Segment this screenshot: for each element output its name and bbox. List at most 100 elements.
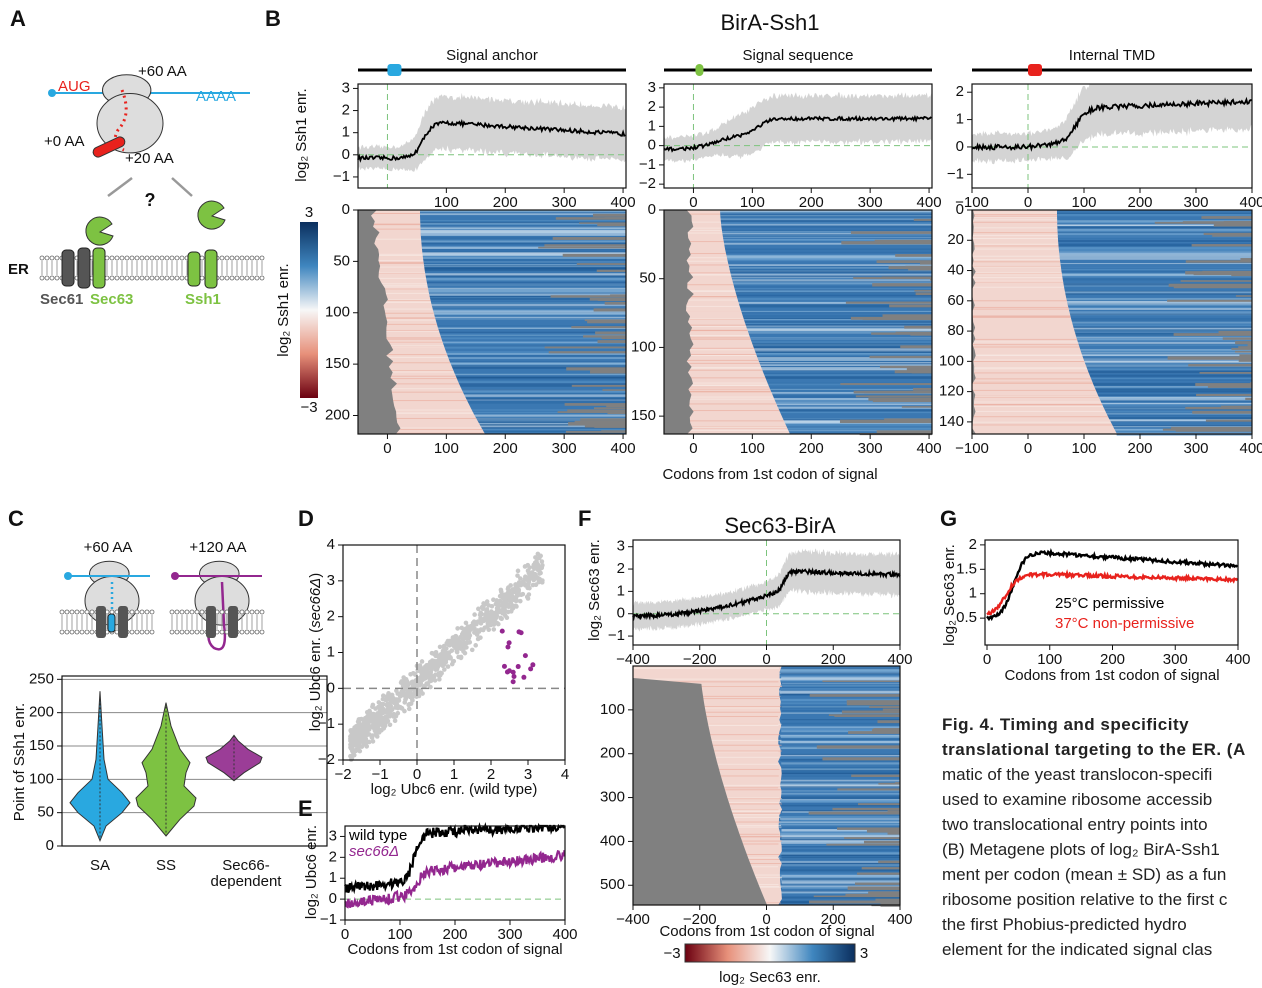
heatmap-texture: [780, 687, 900, 690]
heatmap-texture: [664, 241, 724, 243]
heatmap-texture: [1084, 360, 1252, 363]
heatmap-texture: [1059, 257, 1252, 260]
scatter-point: [497, 593, 503, 599]
heatmap-texture: [358, 277, 426, 279]
heatmap-texture: [447, 355, 626, 358]
scatter-point-highlight: [499, 628, 505, 634]
sd-band: [664, 92, 932, 163]
heatmap-texture: [1102, 404, 1252, 407]
heatmap-texture: [1068, 308, 1252, 310]
heatmap-texture: [1076, 338, 1252, 341]
heatmap-texture: [972, 359, 1084, 361]
heatmap-missing: [839, 419, 932, 424]
heatmap-texture: [1107, 415, 1252, 417]
heatmap-texture: [472, 411, 626, 414]
heatmap-texture: [972, 213, 1058, 215]
heatmap-missing: [881, 276, 932, 279]
heatmap-missing: [874, 239, 932, 242]
heatmap-texture: [429, 297, 626, 299]
heatmap-texture: [736, 294, 932, 296]
scatter-point: [363, 734, 368, 740]
heatmap-texture: [781, 706, 900, 708]
heatmap-texture: [1088, 372, 1252, 376]
scatter-point: [409, 696, 415, 702]
heatmap-texture: [972, 280, 1063, 282]
heatmap-texture: [777, 406, 932, 409]
scatter-point: [485, 612, 491, 618]
heatmap-texture: [728, 264, 932, 267]
signal-marker: [695, 64, 704, 76]
scatter-point: [498, 616, 504, 621]
lipid: [59, 629, 65, 635]
heatmap-texture: [1071, 321, 1252, 324]
label: 0: [1024, 440, 1032, 457]
label: 1: [648, 117, 656, 134]
heatmap-missing: [882, 708, 900, 711]
label: 200: [821, 651, 846, 668]
heatmap-missing: [604, 301, 626, 305]
scatter-point: [408, 686, 413, 692]
heatmap-missing: [584, 319, 626, 322]
heatmap-texture: [781, 719, 900, 721]
heatmap-texture: [778, 684, 900, 687]
heatmap-texture: [972, 216, 1058, 218]
heatmap-missing: [877, 720, 900, 724]
lipid: [169, 609, 175, 615]
heatmap-missing: [633, 678, 767, 905]
label: 100: [387, 926, 412, 943]
scatter-point: [539, 580, 545, 585]
heatmap-texture: [474, 414, 626, 417]
label: Codons from 1st codon of signal: [347, 941, 562, 958]
heatmap-missing: [872, 399, 932, 403]
scatter-point: [464, 645, 469, 650]
heatmap-texture: [358, 301, 431, 303]
scatter-point: [396, 704, 402, 710]
heatmap-texture: [457, 380, 626, 382]
label: 400: [887, 911, 912, 928]
scatter-point: [378, 701, 383, 707]
heatmap-texture: [720, 217, 932, 219]
heatmap-texture: [972, 286, 1065, 288]
lipid: [169, 629, 175, 635]
heatmap-texture: [479, 424, 626, 426]
scatter-point: [508, 600, 514, 605]
heatmap-texture: [780, 790, 900, 792]
scatter-point: [476, 606, 481, 612]
heatmap-texture: [972, 382, 1093, 384]
heatmap-texture: [972, 344, 1079, 346]
label: 400: [611, 194, 636, 211]
heatmap-texture: [759, 363, 932, 366]
heatmap-missing: [853, 390, 932, 394]
scatter-point: [406, 706, 412, 712]
heatmap-texture: [664, 337, 750, 339]
heatmap-texture: [972, 372, 1089, 374]
heatmap-texture: [664, 260, 728, 262]
label: log₂ Sec63 enr.: [941, 544, 958, 646]
heatmap-texture: [421, 246, 626, 249]
scatter-point: [473, 643, 479, 648]
scatter-point: [398, 680, 404, 685]
lipid: [159, 255, 165, 261]
label: 150: [631, 407, 656, 424]
label: 400: [887, 651, 912, 668]
heatmap-texture: [1089, 375, 1252, 377]
label: 50: [37, 804, 54, 821]
heatmap-texture: [972, 396, 1099, 398]
lipid: [199, 609, 205, 615]
lipid: [44, 255, 50, 261]
scatter-point: [484, 599, 490, 604]
heatmap-missing: [846, 702, 900, 706]
lipid: [144, 629, 150, 635]
heatmap-missing: [1245, 397, 1252, 401]
heatmap-texture: [780, 818, 900, 820]
label: 200: [799, 194, 824, 211]
heatmap-texture: [420, 226, 626, 229]
label: A: [10, 6, 26, 31]
ribosome: [96, 93, 164, 154]
heatmap-missing: [593, 407, 626, 410]
heatmap-texture: [972, 248, 1059, 250]
lipid: [189, 629, 195, 635]
heatmap-texture: [778, 858, 900, 861]
plot-frame: [984, 539, 1239, 646]
scatter-point: [525, 585, 531, 590]
